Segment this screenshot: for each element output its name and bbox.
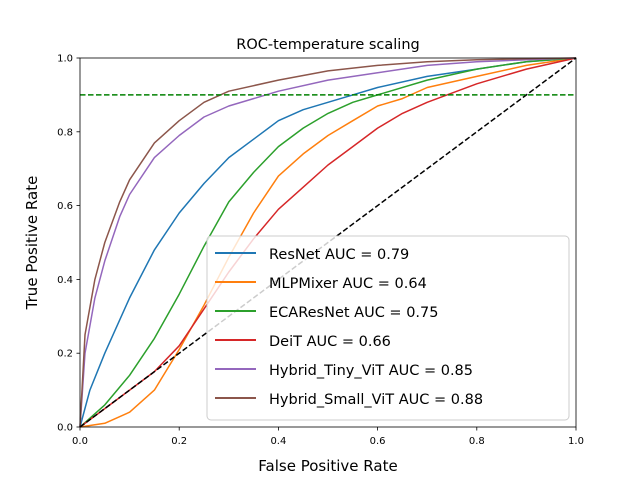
- series-line-5: [79, 57, 577, 428]
- y-tick-label: 0.6: [57, 201, 73, 212]
- series-line-4: [79, 57, 577, 428]
- series-line-3: [79, 57, 577, 428]
- series-line-0: [79, 57, 577, 428]
- x-tick-label: 0.6: [370, 436, 386, 447]
- x-tick-label: 0.4: [270, 436, 286, 447]
- series-line-1: [79, 57, 577, 428]
- legend-label: ResNet AUC = 0.79: [269, 247, 409, 263]
- plot-frame: [79, 57, 577, 428]
- y-tick-label: 0.4: [57, 275, 73, 286]
- y-ticks: 0.0 0.2 0.4 0.6 0.8 1.0: [57, 54, 80, 434]
- legend-box: [206, 235, 570, 421]
- legend-label: Hybrid_Tiny_ViT AUC = 0.85: [269, 363, 473, 379]
- x-ticks: 0.0 0.2 0.4 0.6 0.8 1.0: [72, 427, 584, 447]
- y-tick-label: 0.2: [57, 349, 73, 360]
- legend-label: ECAResNet AUC = 0.75: [269, 305, 438, 321]
- legend: ResNet AUC = 0.79 MLPMixer AUC = 0.64 ECAR…: [206, 235, 570, 421]
- legend-label: DeiT AUC = 0.66: [269, 334, 391, 350]
- y-tick-label: 0.0: [57, 423, 73, 434]
- chart-title: ROC-temperature scaling: [236, 37, 419, 53]
- x-axis-label: False Positive Rate: [258, 457, 397, 475]
- legend-label: Hybrid_Small_ViT AUC = 0.88: [269, 392, 483, 408]
- series-line-2: [79, 57, 577, 428]
- x-tick-label: 1.0: [568, 436, 584, 447]
- y-tick-label: 0.8: [57, 127, 73, 138]
- x-tick-label: 0.8: [469, 436, 485, 447]
- x-tick-label: 0.2: [171, 436, 187, 447]
- y-axis-label: True Positive Rate: [23, 176, 41, 311]
- legend-label: MLPMixer AUC = 0.64: [269, 276, 427, 292]
- x-tick-label: 0.0: [72, 436, 88, 447]
- y-tick-label: 1.0: [57, 54, 73, 65]
